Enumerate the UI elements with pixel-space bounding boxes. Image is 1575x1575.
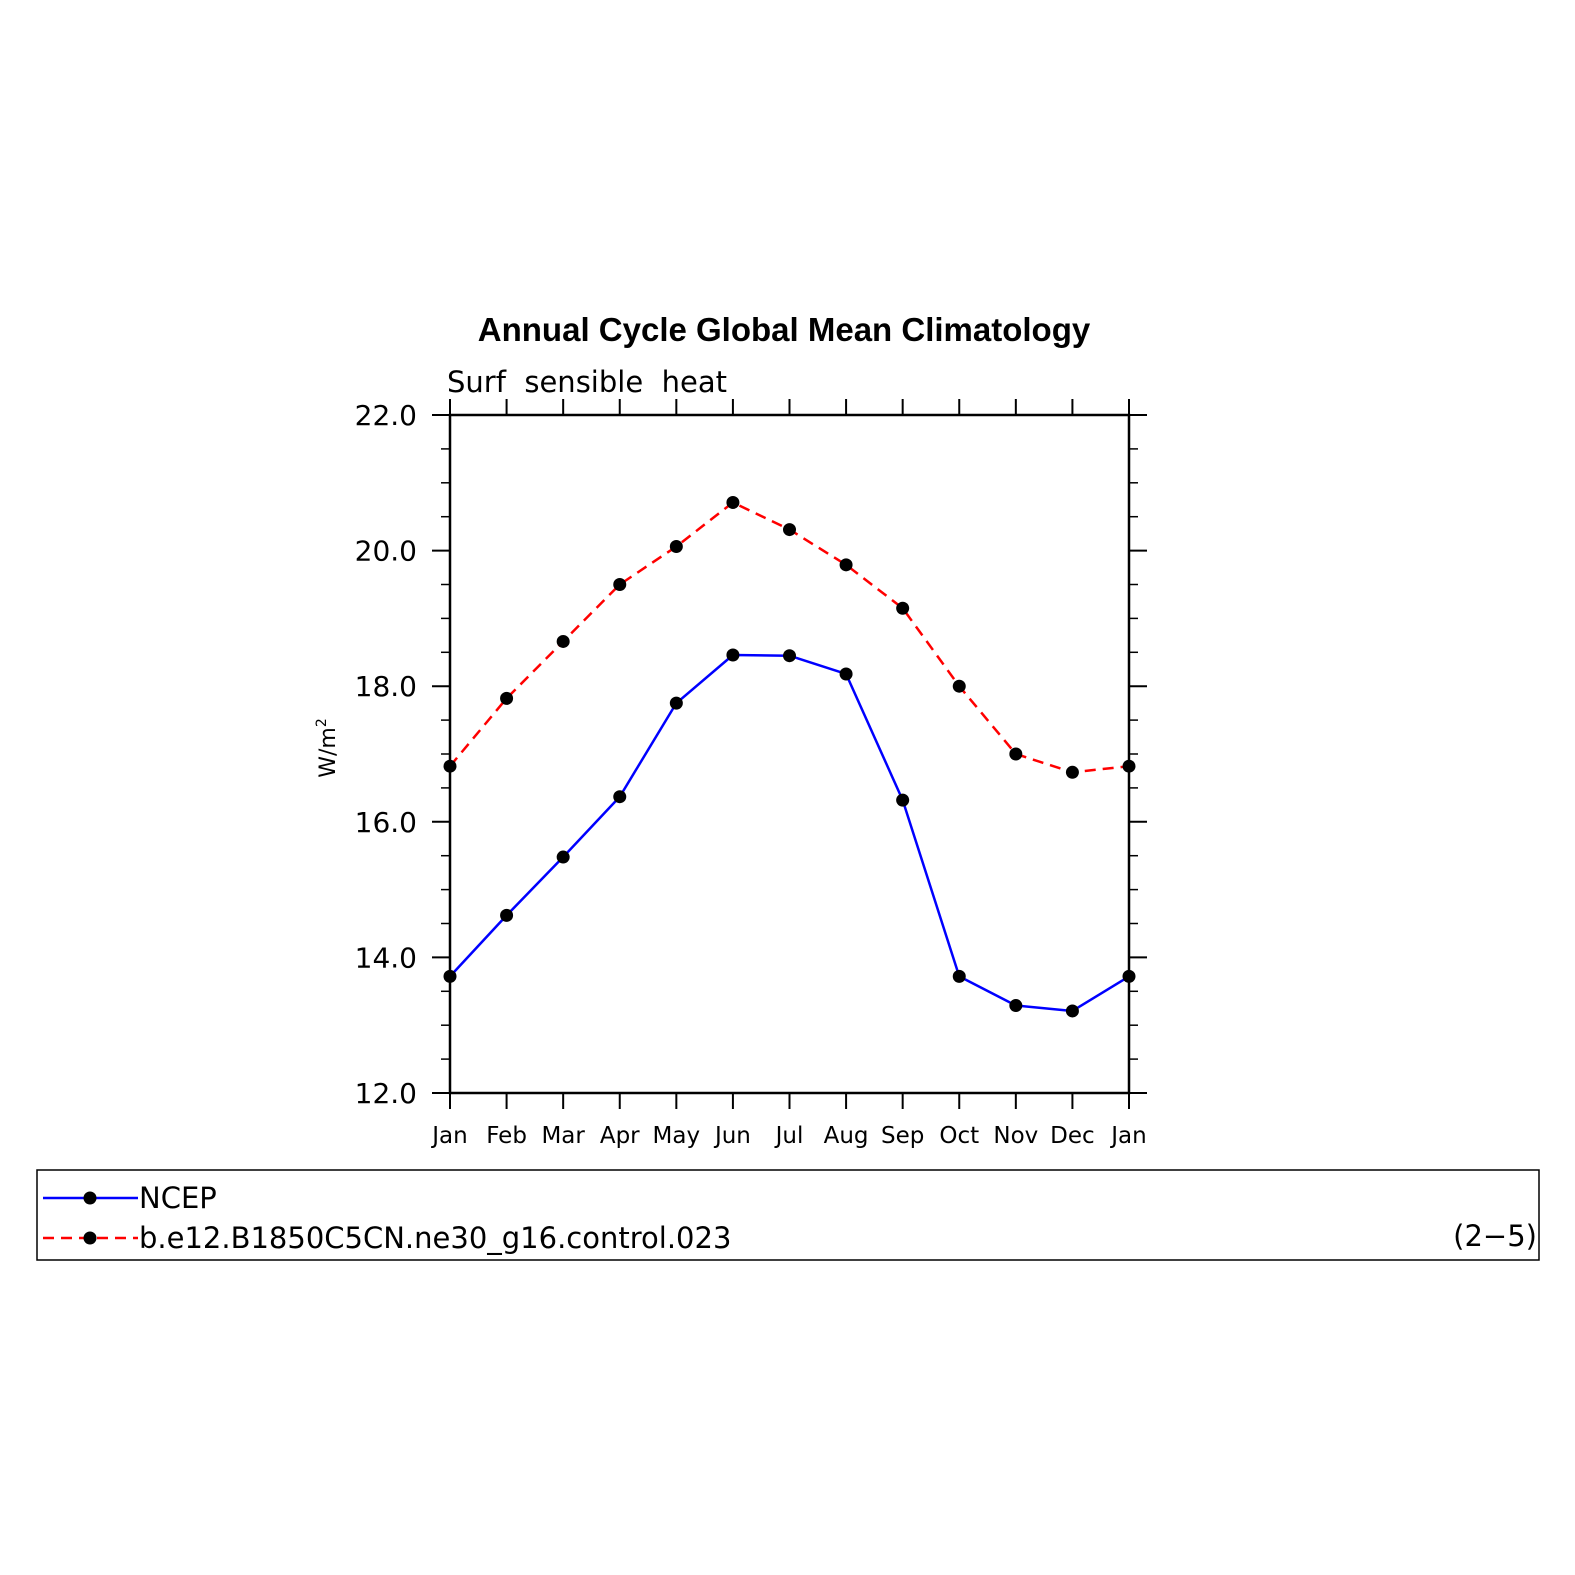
series-1-point [1009,999,1023,1013]
y-axis-label: W/m2 [314,718,341,778]
legend: NCEP b.e12.B1850C5CN.ne30_g16.control.023… [36,1169,1540,1261]
series-line-2 [449,501,1130,774]
y-tick-label: 12.0 [355,1077,417,1110]
series-2-point [896,601,910,615]
x-tick-label: Jan [1109,1123,1146,1149]
x-tick-label: May [653,1123,701,1149]
series-line-1 [449,653,1130,1013]
series-layer [443,495,1136,1018]
series-1-point [500,908,514,922]
series-2-point [726,495,740,509]
legend-marker-1 [83,1191,97,1205]
series-2-point [1009,747,1023,761]
x-tick-label: Mar [541,1123,585,1149]
legend-tag: (2−5) [1453,1219,1537,1253]
y-tick-label: 16.0 [355,806,417,839]
series-1-point [1122,969,1136,983]
series-1-point [613,790,627,804]
chart-subtitle: Surf sensible heat [447,365,727,399]
legend-label-1: NCEP [139,1181,217,1215]
x-tick-label: Feb [486,1123,527,1149]
plot-border [448,413,1131,1095]
series-1-point [1065,1004,1079,1018]
x-tick-label: Nov [993,1123,1038,1149]
axis-ticks [432,399,1147,1109]
series-2-point [556,634,570,648]
series-2-point [613,578,627,591]
x-tick-label: Jun [713,1123,751,1149]
legend-box [36,1169,1540,1261]
x-tick-label: Dec [1050,1123,1095,1149]
series-1-point [896,793,910,807]
x-tick-label: Apr [600,1123,640,1149]
x-tick-label: Aug [824,1123,869,1149]
y-tick-label: 14.0 [355,941,417,974]
series-2-point [669,540,683,554]
y-tick-label: 20.0 [355,535,417,568]
legend-marker-2 [83,1231,97,1245]
series-1-point [783,649,796,663]
series-2-point [952,679,966,693]
series-1-point [669,696,683,710]
legend-entries: NCEP b.e12.B1850C5CN.ne30_g16.control.023 [43,1181,731,1255]
y-tick-label: 22.0 [355,399,417,432]
series-1-point [726,648,740,662]
series-1-point [443,969,457,983]
x-tick-label: Jul [774,1123,804,1149]
series-1-point [556,850,570,864]
legend-label-2: b.e12.B1850C5CN.ne30_g16.control.023 [139,1221,731,1255]
series-2-point [1122,759,1136,773]
x-tick-label: Sep [881,1123,924,1149]
x-tick-label: Jan [430,1123,467,1149]
x-tick-label: Oct [939,1123,979,1149]
series-1-point [839,667,853,681]
plot-frame [448,413,1131,1095]
y-tick-label: 18.0 [355,670,417,703]
series-1-point [952,969,966,983]
tick-labels: Jan Feb Mar Apr May Jun Jul Aug Sep Oct Nov Dec Jan 1… [355,399,1147,1149]
series-2-point [783,523,796,537]
series-2-point [1065,765,1079,779]
series-2-point [500,691,514,705]
series-2-point [443,759,457,773]
chart-title: Annual Cycle Global Mean Climatology [478,311,1091,348]
series-2-point [839,558,853,572]
